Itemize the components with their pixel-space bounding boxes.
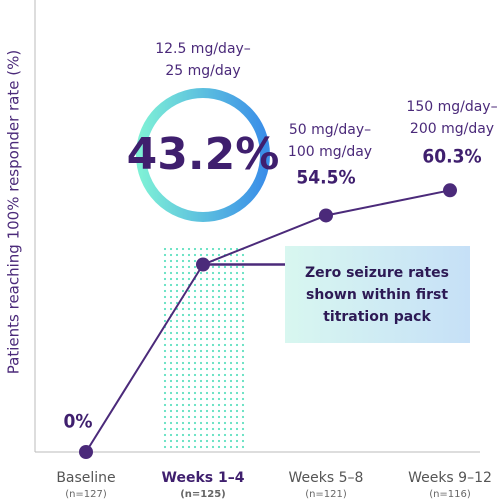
x-tick-label: Weeks 5–8 [289, 470, 364, 486]
callout-text: shown within first [306, 287, 448, 303]
data-label: 54.5% [296, 167, 355, 189]
point [79, 445, 93, 459]
data-label: 60.3% [422, 146, 481, 168]
x-tick-label: Baseline [56, 470, 115, 486]
line [85, 189, 451, 453]
dose-label: 200 mg/day [410, 121, 494, 137]
dose-label: 25 mg/day [165, 63, 240, 79]
data-label: 43.2% [127, 129, 280, 180]
dose-label: 50 mg/day– [289, 122, 371, 138]
callout-text: Zero seizure rates [305, 265, 449, 281]
dose-label: 100 mg/day [288, 144, 372, 160]
point [196, 257, 210, 272]
data-label: 0% [63, 411, 92, 433]
callout-box [285, 246, 470, 343]
highlight-dots [160, 248, 246, 452]
x-tick-label: Weeks 1–4 [162, 470, 245, 486]
dose-label: 12.5 mg/day– [155, 41, 251, 57]
x-tick-label: Weeks 9–12 [408, 470, 492, 486]
callout-text: titration pack [323, 309, 431, 325]
n-label: (n=127) [65, 489, 107, 500]
highlight-ring [136, 88, 270, 222]
y-axis-label: Patients reaching 100% responder rate (%… [5, 50, 23, 374]
point [319, 208, 333, 223]
n-label: (n=121) [305, 489, 347, 500]
dose-label: 150 mg/day– [406, 99, 497, 115]
n-label: (n=125) [180, 489, 226, 500]
n-label: (n=116) [429, 489, 471, 500]
point [443, 183, 457, 198]
